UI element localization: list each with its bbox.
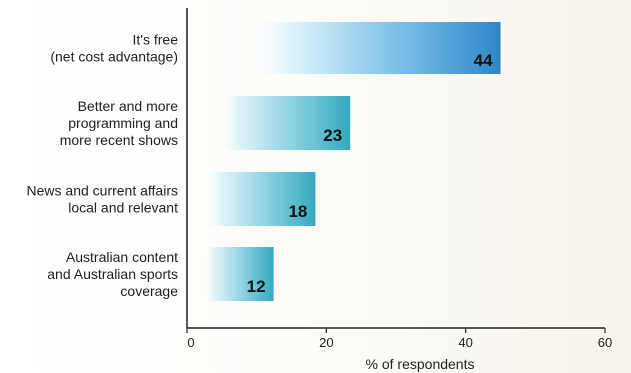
category-label-line: Australian content <box>66 249 178 265</box>
x-tick-label-40: 40 <box>458 335 472 350</box>
category-label-line: (net cost advantage) <box>50 49 178 65</box>
category-label-1: It's free (net cost advantage) <box>50 32 178 65</box>
value-label-4: 12 <box>247 277 266 296</box>
bar-4 <box>203 247 274 301</box>
category-label-line: coverage <box>120 283 178 299</box>
x-axis-title: % of respondents <box>366 356 475 372</box>
category-label-line: and Australian sports <box>47 266 178 282</box>
x-tick-label-0: 0 <box>187 335 194 350</box>
bar-1 <box>245 22 501 74</box>
category-label-line: It's free <box>133 32 179 48</box>
category-label-3: News and current affairs local and releva… <box>27 183 179 216</box>
category-label-line: News and current affairs <box>27 183 178 199</box>
category-label-line: more recent shows <box>60 132 178 148</box>
bar-2 <box>217 96 351 150</box>
value-label-2: 23 <box>323 126 342 145</box>
bar-3 <box>203 172 316 226</box>
category-label-4: Australian content and Australian sports c… <box>47 249 178 299</box>
category-label-line: Better and more <box>78 98 179 114</box>
x-tick-label-60: 60 <box>598 335 612 350</box>
category-label-line: programming and <box>68 115 178 131</box>
value-label-3: 18 <box>288 202 307 221</box>
value-label-1: 44 <box>474 51 493 70</box>
x-tick-label-20: 20 <box>319 335 333 350</box>
category-label-2: Better and more programming and more recen… <box>60 98 178 148</box>
category-label-line: local and relevant <box>68 200 178 216</box>
